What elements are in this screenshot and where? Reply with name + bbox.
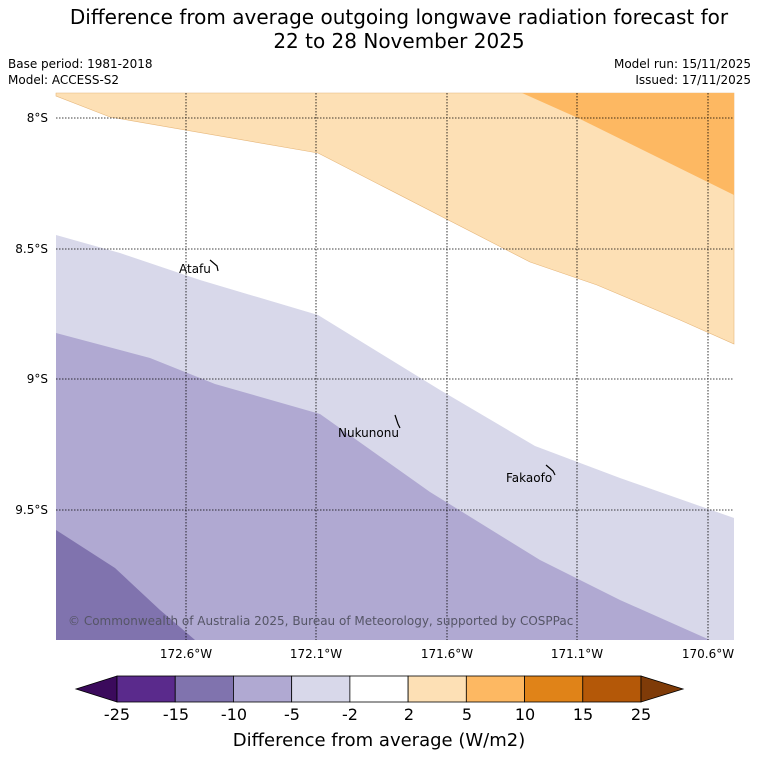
colorbar-tick: 5 — [461, 705, 473, 724]
colorbar-label: Difference from average (W/m2) — [232, 730, 526, 751]
lat-label-9-5: 9.5°S — [15, 503, 48, 517]
graticule — [56, 93, 734, 640]
meta-right: Model run: 15/11/2025 Issued: 17/11/2025 — [614, 56, 751, 88]
colorbar — [74, 675, 685, 703]
colorbar-cell — [349, 675, 409, 703]
colorbar-cell — [407, 675, 467, 703]
colorbar-cell — [524, 675, 584, 703]
place-label-fakaofo: Fakaofo — [506, 471, 553, 485]
colorbar-cell — [233, 675, 293, 703]
colorbar-cell — [465, 675, 525, 703]
base-period: Base period: 1981-2018 — [8, 57, 153, 71]
region-purple-light — [56, 333, 710, 640]
title-line-1: Difference from average outgoing longwav… — [69, 5, 729, 29]
colorbar-under-arrow — [74, 675, 118, 703]
place-label-nukunonu: Nukunonu — [338, 426, 399, 440]
colorbar-tick: 2 — [403, 705, 415, 724]
colorbar-cell — [582, 675, 642, 703]
model-name: Model: ACCESS-S2 — [8, 73, 120, 87]
colorbar-tick: 15 — [572, 705, 594, 724]
region-orange-mid — [522, 93, 734, 195]
colorbar-cell — [291, 675, 351, 703]
region-purple-mid — [56, 530, 195, 640]
colorbar-over-arrow — [640, 675, 685, 703]
meta-left: Base period: 1981-2018 Model: ACCESS-S2 — [8, 56, 153, 88]
lon-label-170-6: 170.6°W — [681, 647, 735, 661]
lat-label-8: 8°S — [26, 111, 48, 125]
region-orange-light — [55, 92, 735, 345]
lat-label-9: 9°S — [26, 372, 48, 386]
place-label-atafu: Atafu — [179, 262, 211, 276]
colorbar-tick: -5 — [284, 705, 300, 724]
lon-label-171-1: 171.1°W — [550, 647, 604, 661]
colorbar-cell — [116, 675, 176, 703]
atoll-fakaofo — [545, 464, 556, 476]
atoll-nukunonu — [394, 414, 401, 429]
model-run: Model run: 15/11/2025 — [613, 57, 751, 71]
atoll-atafu — [209, 259, 219, 272]
lon-label-172-1: 172.1°W — [289, 647, 343, 661]
lon-label-172-6: 172.6°W — [159, 647, 213, 661]
colorbar-tick: -10 — [220, 705, 248, 724]
colorbar-tick: -15 — [162, 705, 190, 724]
map-title: Difference from average outgoing longwav… — [0, 5, 758, 53]
colorbar-tick: 10 — [514, 705, 536, 724]
lon-label-171-6: 171.6°W — [420, 647, 474, 661]
colorbar-cell — [174, 675, 234, 703]
lat-label-8-5: 8.5°S — [15, 242, 48, 256]
colorbar-tick: -2 — [342, 705, 358, 724]
issued-date: Issued: 17/11/2025 — [635, 73, 751, 87]
title-line-2: 22 to 28 November 2025 — [273, 29, 525, 53]
copyright-notice: © Commonwealth of Australia 2025, Bureau… — [68, 614, 574, 628]
colorbar-tick: 25 — [630, 705, 652, 724]
colorbar-tick: -25 — [103, 705, 131, 724]
